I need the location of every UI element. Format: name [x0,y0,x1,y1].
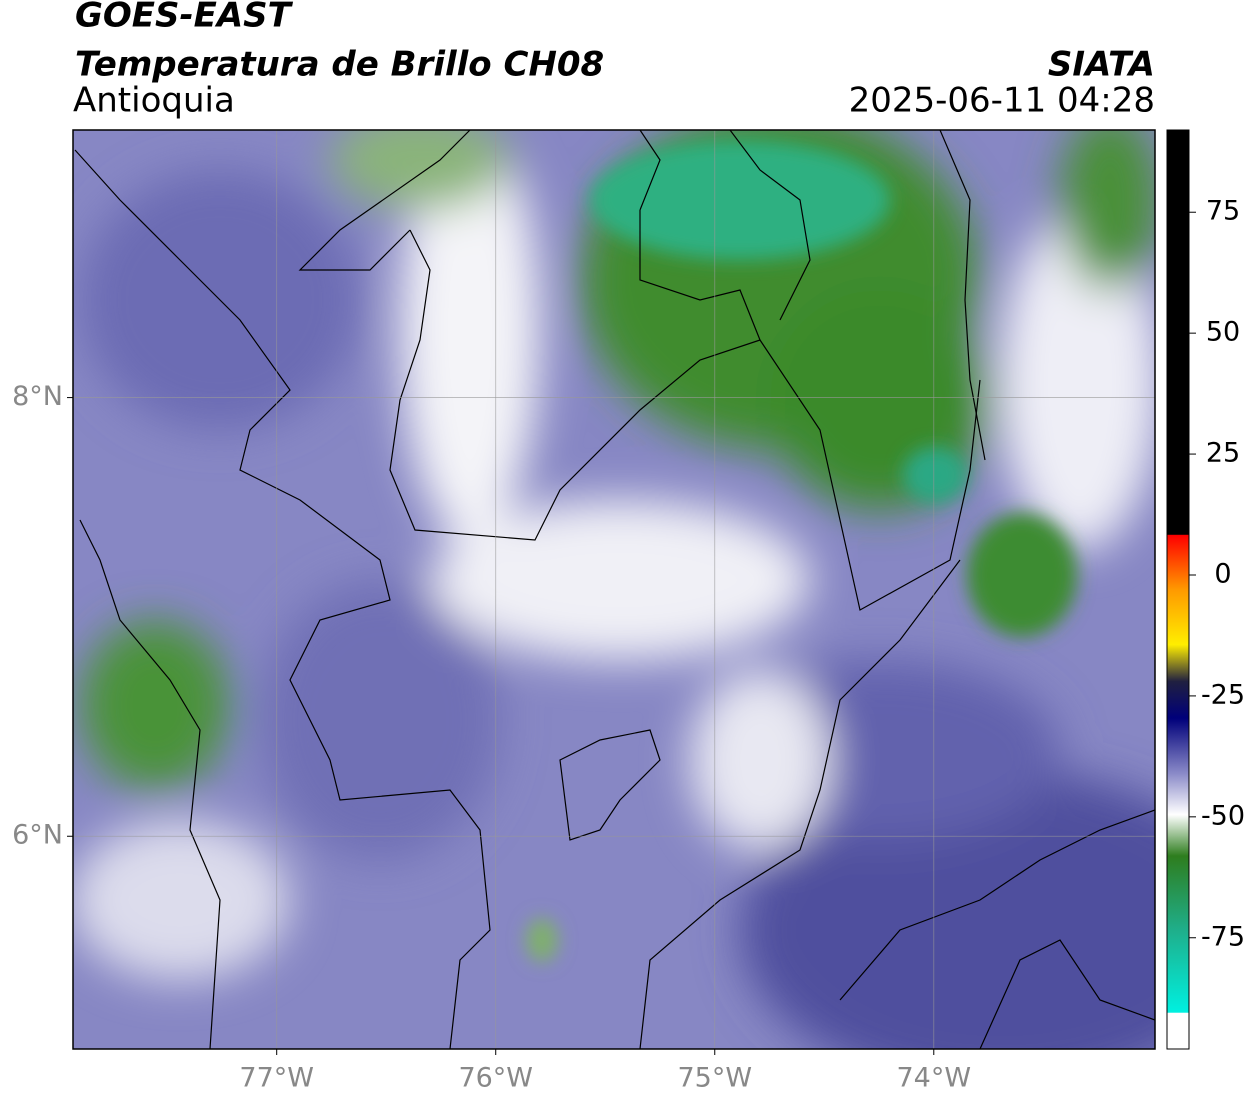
colorbar-tick-label: -25 [1201,679,1245,710]
datetime: 2025-06-11 04:28 [849,81,1155,121]
colorbar-tick-label: 25 [1206,438,1240,469]
x-tick-label: 74°W [897,1063,972,1094]
y-tick-label: 6°N [12,820,63,851]
colorbar-tick-label: 0 [1214,558,1231,589]
y-tick-label: 8°N [12,381,63,412]
titles: GOES-EAST Temperatura de Brillo CH08 Ant… [73,0,1155,121]
product: Temperatura de Brillo CH08 [75,45,604,85]
source: SIATA [1048,45,1155,85]
region: Antioquia [73,81,235,121]
colorbar-tick-label: 75 [1206,196,1240,227]
x-tick-label: 76°W [458,1063,533,1094]
x-tick-label: 77°W [239,1063,314,1094]
imagery [73,130,1155,1049]
map-frame [72,129,1156,1050]
colorbar-tick-label: -50 [1201,800,1245,831]
x-tick-label: 75°W [677,1063,752,1094]
colorbar-tick-label: -75 [1201,921,1245,952]
satellite: GOES-EAST [75,0,294,36]
colorbar-tick-label: 50 [1206,317,1240,348]
colorbar [1166,129,1190,1050]
grid: 77°W 76°W 75°W 74°W 6°N 8°N [12,130,1155,1094]
colorbar-ticks: -75 -50 -25 0 25 50 75 [1189,196,1245,952]
